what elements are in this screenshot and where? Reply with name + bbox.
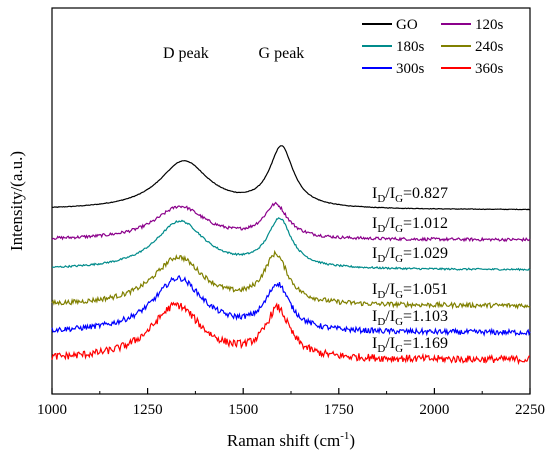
ratio-label-240s: ID/IG=1.051	[372, 281, 448, 301]
x-axis-title-close: )	[349, 431, 355, 450]
legend-label-120s: 120s	[475, 17, 504, 33]
x-tick-label-2250: 2250	[515, 402, 545, 418]
series-line-300s	[51, 274, 531, 337]
x-axis-title: Raman shift (cm-1)	[227, 430, 355, 450]
legend-item-120s: 120s	[441, 17, 504, 33]
ratio-labels: ID/IG=0.827 ID/IG=1.012 ID/IG=1.029 ID/IG=1…	[372, 185, 448, 355]
x-axis-ticks: 1000 1250 1500 1750 2000 2250	[37, 388, 545, 418]
plot-frame	[51, 7, 531, 395]
x-axis-title-main: Raman shift (cm	[227, 431, 340, 450]
peak-annotation-g: G peak	[259, 45, 305, 62]
x-tick-label-1500: 1500	[228, 402, 258, 418]
x-tick-label-1000: 1000	[37, 402, 67, 418]
legend-label-GO: GO	[396, 17, 418, 33]
legend-item-240s: 240s	[441, 39, 504, 55]
legend: GO 120s 180s 240s 300s 360s	[362, 17, 504, 77]
series-line-120s	[51, 201, 531, 243]
legend-item-180s: 180s	[362, 39, 425, 55]
y-axis-title: Intensity/(a.u.)	[7, 151, 26, 251]
legend-item-GO: GO	[362, 17, 418, 33]
legend-item-300s: 300s	[362, 61, 425, 77]
legend-label-180s: 180s	[396, 39, 425, 55]
legend-label-240s: 240s	[475, 39, 504, 55]
ratio-label-120s: ID/IG=1.012	[372, 215, 448, 235]
ratio-label-180s: ID/IG=1.029	[372, 245, 448, 265]
peak-annotations: D peak G peak	[163, 45, 304, 62]
series-line-360s	[51, 301, 531, 366]
x-axis-title-sup: -1	[340, 430, 349, 442]
series-line-GO	[51, 145, 531, 211]
peak-annotation-d: D peak	[163, 45, 209, 62]
ratio-label-GO: ID/IG=0.827	[372, 185, 448, 205]
x-tick-label-1250: 1250	[133, 402, 163, 418]
series-line-180s	[52, 217, 531, 272]
ratio-label-300s: ID/IG=1.103	[372, 308, 448, 328]
legend-item-360s: 360s	[441, 61, 504, 77]
x-tick-label-2000: 2000	[419, 402, 449, 418]
series-line-240s	[51, 249, 531, 310]
series-layer	[51, 145, 531, 366]
x-tick-label-1750: 1750	[324, 402, 354, 418]
plot-area	[51, 7, 531, 395]
legend-label-300s: 300s	[396, 61, 425, 77]
legend-label-360s: 360s	[475, 61, 504, 77]
ratio-label-360s: ID/IG=1.169	[372, 335, 448, 355]
